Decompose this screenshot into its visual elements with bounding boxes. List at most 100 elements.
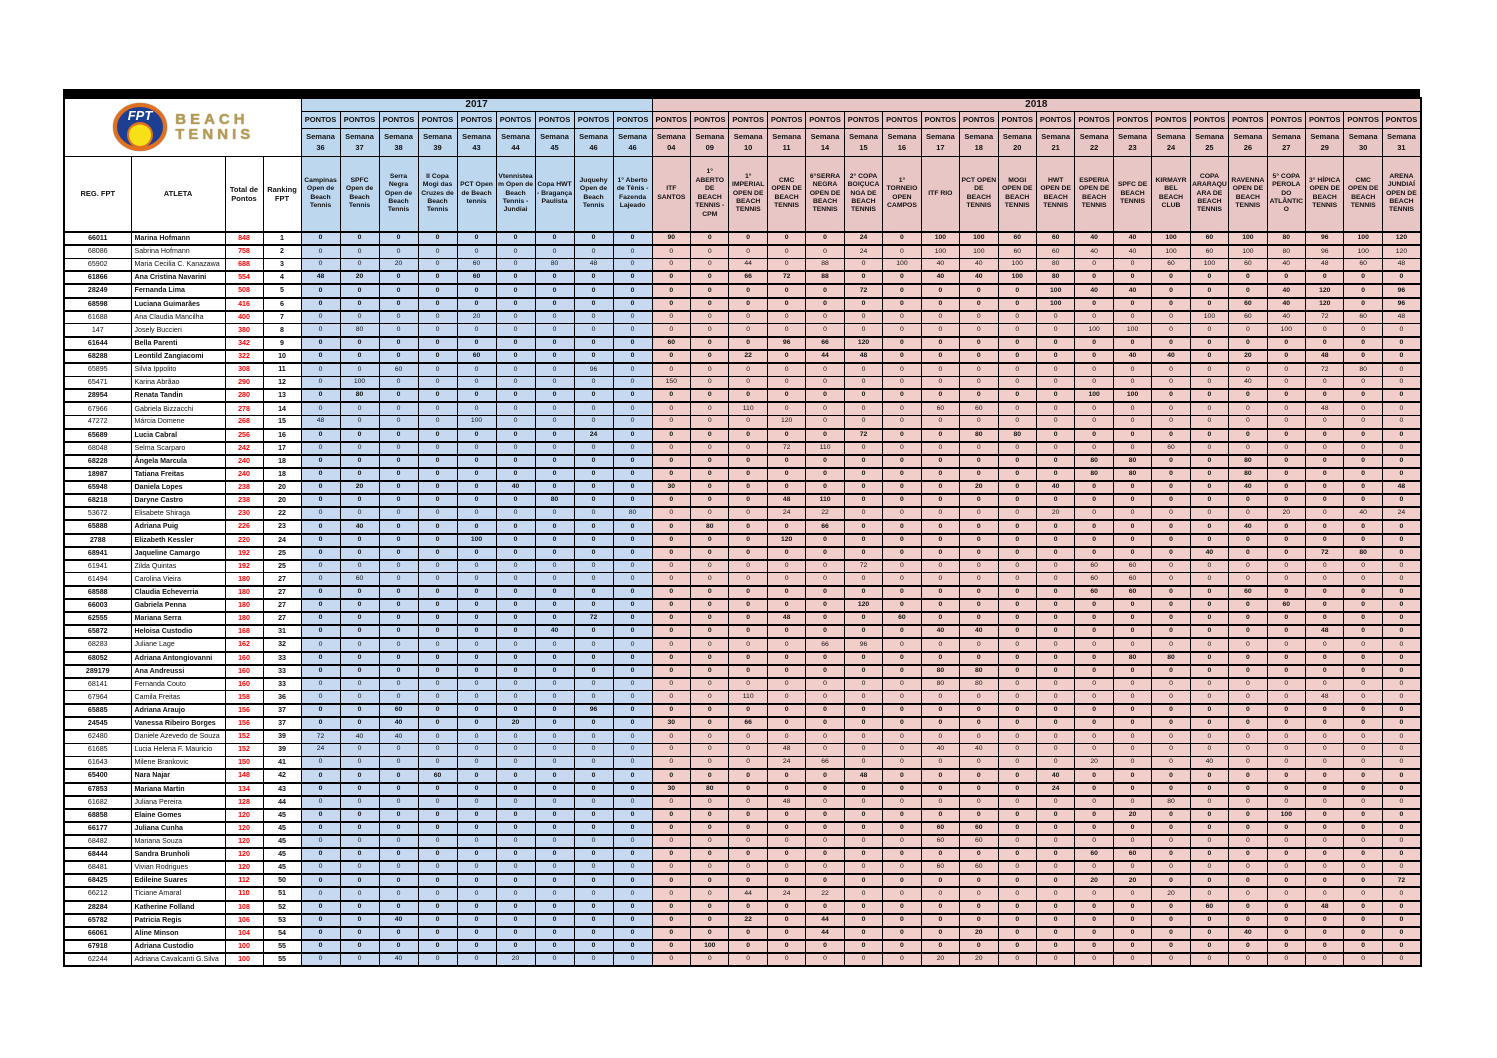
table-row: 68598 Luciana Guimarães 416 6 0 0 0 0 0 0 0 0 0 0 0 0 0 0… [63, 296, 1422, 312]
points-2018-cell: 0 [1074, 270, 1114, 286]
points-2018-cell: 0 [1112, 886, 1153, 902]
points-2017-cell: 0 [534, 230, 575, 247]
points-2018-cell: 0 [1151, 388, 1191, 404]
points-2018-cell: 0 [843, 820, 884, 837]
points-2018-cell: 72 [843, 559, 884, 574]
points-2018-cell: 0 [1112, 532, 1153, 548]
table-row: 68218 Daryne Castro 238 20 0 0 0 0 0 0 80 0 0 0 0 0 48 11… [63, 493, 1422, 509]
ranking-cell: 16 [262, 427, 302, 443]
total-points-cell: 160 [224, 663, 264, 679]
total-points-cell: 112 [224, 873, 264, 889]
points-2018-cell: 0 [920, 899, 961, 915]
points-2018-cell: 0 [1305, 768, 1345, 784]
points-2017-cell: 0 [612, 938, 653, 955]
points-2018-cell: 0 [651, 650, 692, 666]
points-2018-cell: 0 [651, 677, 692, 692]
points-2017-cell: 0 [534, 519, 575, 535]
reg-fpt-cell: 67964 [63, 690, 132, 705]
points-2018-cell: 0 [1074, 820, 1114, 837]
points-2017-cell: 0 [534, 873, 575, 889]
points-2018-cell: 0 [1381, 834, 1422, 849]
points-2017-cell: 0 [456, 755, 497, 770]
points-2017-cell: 0 [495, 453, 536, 469]
points-2018-cell: 0 [766, 637, 807, 653]
points-2018-cell: 0 [805, 427, 845, 443]
points-2018-cell: 0 [1343, 401, 1383, 417]
points-2018-cell: 0 [728, 584, 768, 601]
points-2018-cell: 0 [1151, 480, 1191, 496]
total-points-cell: 268 [224, 415, 264, 430]
points-2017-cell: 0 [612, 453, 653, 469]
points-2017-cell: 0 [339, 873, 380, 889]
points-2018-cell: 20 [1112, 807, 1153, 823]
points-2018-cell: 0 [959, 453, 999, 469]
points-2017-cell: 40 [378, 952, 419, 967]
points-2018-cell: 0 [1151, 834, 1191, 849]
pontos-header: PONTOS [417, 110, 458, 129]
table-row: 68444 Sandra Brunholi 120 45 0 0 0 0 0 0 0 0 0 0 0 0 0 0 0… [63, 847, 1422, 863]
reg-fpt-cell: 61688 [63, 310, 132, 325]
points-2018-cell: 0 [766, 375, 807, 390]
points-2018-cell: 0 [1189, 466, 1230, 483]
points-2018-cell: 0 [1189, 348, 1230, 365]
points-2018-cell: 40 [1189, 545, 1230, 561]
table-row: 62244 Adriana Cavalcanti G.Silva 100 55 0 0 40… [63, 952, 1422, 967]
reg-fpt-cell: 66212 [63, 886, 132, 902]
points-2018-cell: 0 [959, 296, 999, 312]
points-2018-cell: 80 [1228, 466, 1268, 483]
points-2018-cell: 0 [690, 480, 730, 496]
points-2017-cell: 0 [300, 834, 341, 849]
points-2018-cell: 0 [728, 453, 768, 469]
points-2018-cell: 40 [959, 742, 999, 757]
points-2018-cell: 0 [1151, 820, 1191, 837]
points-2018-cell: 0 [843, 912, 884, 928]
points-2018-cell: 0 [1035, 847, 1076, 863]
points-2018-cell: 0 [843, 584, 884, 601]
pontos-header: PONTOS [1343, 110, 1383, 129]
points-2018-cell: 0 [1112, 729, 1153, 744]
ranking-cell: 20 [262, 480, 302, 496]
points-2018-cell: 0 [651, 244, 692, 259]
points-2018-cell: 0 [882, 873, 922, 889]
total-points-cell: 278 [224, 401, 264, 417]
total-points-cell: 100 [224, 938, 264, 955]
points-2018-cell: 0 [690, 584, 730, 601]
points-2018-cell: 0 [997, 807, 1037, 823]
points-2018-cell: 40 [1189, 755, 1230, 770]
points-2018-cell: 0 [1305, 834, 1345, 849]
points-2017-cell: 0 [378, 860, 419, 875]
athlete-name-cell: Elizabeth Kessler [130, 532, 226, 548]
points-2017-cell: 0 [534, 729, 575, 744]
ranking-cell: 12 [262, 375, 302, 390]
points-2017-cell: 0 [339, 584, 380, 601]
reg-fpt-column-header: REG. FPT [63, 155, 132, 233]
points-2017-cell: 0 [456, 230, 497, 247]
points-2017-cell: 0 [456, 375, 497, 390]
points-2018-cell: 40 [1112, 244, 1153, 259]
points-2017-cell: 0 [534, 415, 575, 430]
points-2018-cell: 100 [1266, 807, 1307, 823]
points-2018-cell: 0 [690, 873, 730, 889]
points-2018-cell: 0 [997, 952, 1037, 967]
athlete-name-cell: Juliana Cunha [130, 820, 226, 837]
pontos-header: PONTOS [573, 110, 614, 129]
points-2017-cell: 0 [339, 598, 380, 614]
points-2018-cell: 0 [805, 375, 845, 390]
points-2017-cell: 0 [300, 938, 341, 955]
points-2017-cell: 0 [495, 873, 536, 889]
points-2018-cell: 60 [959, 834, 999, 849]
points-2018-cell: 0 [1189, 598, 1230, 614]
points-2018-cell: 0 [1035, 702, 1076, 719]
points-2017-cell: 0 [417, 584, 458, 601]
table-row: 65872 Heloisa Custodio 168 31 0 0 0 0 0 0 40 0 0 0 0 0 0… [63, 624, 1422, 640]
points-2018-cell: 0 [997, 401, 1037, 417]
total-points-cell: 220 [224, 532, 264, 548]
table-row: 65400 Nara Najar 148 42 0 0 0 60 0 0 0 0 0 0 0 0 0 0 48 0 0 0… [63, 768, 1422, 784]
ranking-cell: 14 [262, 401, 302, 417]
points-2018-cell: 0 [1189, 952, 1230, 967]
points-2017-cell: 0 [456, 677, 497, 692]
points-2018-cell: 0 [805, 716, 845, 732]
points-2017-cell: 0 [378, 807, 419, 823]
points-2017-cell: 0 [573, 912, 614, 928]
points-2018-cell: 0 [1074, 795, 1114, 810]
